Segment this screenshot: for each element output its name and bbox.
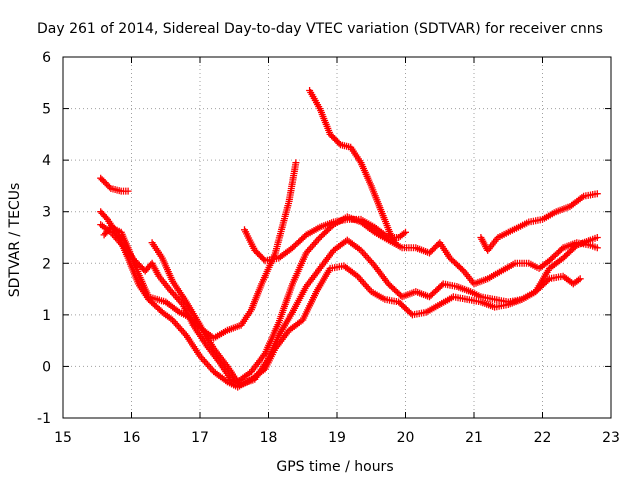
series-track-8 xyxy=(477,190,601,254)
data-point xyxy=(407,309,415,317)
data-point xyxy=(438,281,446,289)
chart-title: Day 261 of 2014, Sidereal Day-to-day VTE… xyxy=(37,21,603,37)
y-tick-label: -1 xyxy=(37,411,51,427)
y-axis-title: SDTVAR / TECUs xyxy=(7,183,23,298)
data-marks xyxy=(97,87,601,391)
data-point xyxy=(458,266,466,274)
data-point xyxy=(328,132,336,140)
data-point xyxy=(260,255,268,263)
series-track-5 xyxy=(148,213,601,386)
series-track-7 xyxy=(306,87,399,247)
series-track-6 xyxy=(241,215,409,265)
data-point xyxy=(135,261,143,269)
data-point xyxy=(402,228,409,236)
data-point xyxy=(131,257,139,265)
y-tick-label: 3 xyxy=(42,205,51,221)
x-tick-label: 16 xyxy=(123,430,141,446)
y-tick-label: 2 xyxy=(42,256,51,272)
data-point xyxy=(593,190,601,198)
x-tick-label: 20 xyxy=(397,430,415,446)
series-track-2 xyxy=(100,159,300,342)
y-tick-label: 6 xyxy=(42,50,51,66)
x-tick-label: 18 xyxy=(260,430,278,446)
y-tick-label: 4 xyxy=(42,153,51,169)
x-tick-label: 23 xyxy=(602,430,620,446)
series-track-4 xyxy=(97,221,584,388)
x-tick-label: 21 xyxy=(465,430,483,446)
gridlines xyxy=(63,57,611,418)
plot-frame xyxy=(62,56,612,419)
data-point xyxy=(124,187,132,195)
data-point xyxy=(544,276,552,284)
data-point xyxy=(593,244,601,252)
x-tick-label: 15 xyxy=(54,430,72,446)
y-tick-label: 5 xyxy=(42,102,51,118)
data-point xyxy=(431,243,439,251)
data-point xyxy=(292,159,300,167)
data-point xyxy=(254,249,262,257)
data-point xyxy=(593,234,601,241)
x-tick-label: 19 xyxy=(328,430,346,446)
data-point xyxy=(391,239,399,247)
y-tick-label: 0 xyxy=(42,359,51,375)
data-point xyxy=(576,275,584,283)
x-axis-title: GPS time / hours xyxy=(276,459,393,475)
x-tick-label: 17 xyxy=(191,430,209,446)
y-tick-label: 1 xyxy=(42,308,51,324)
axis-ticks xyxy=(62,56,612,419)
series-track-1 xyxy=(97,174,132,195)
x-tick-label: 22 xyxy=(534,430,552,446)
